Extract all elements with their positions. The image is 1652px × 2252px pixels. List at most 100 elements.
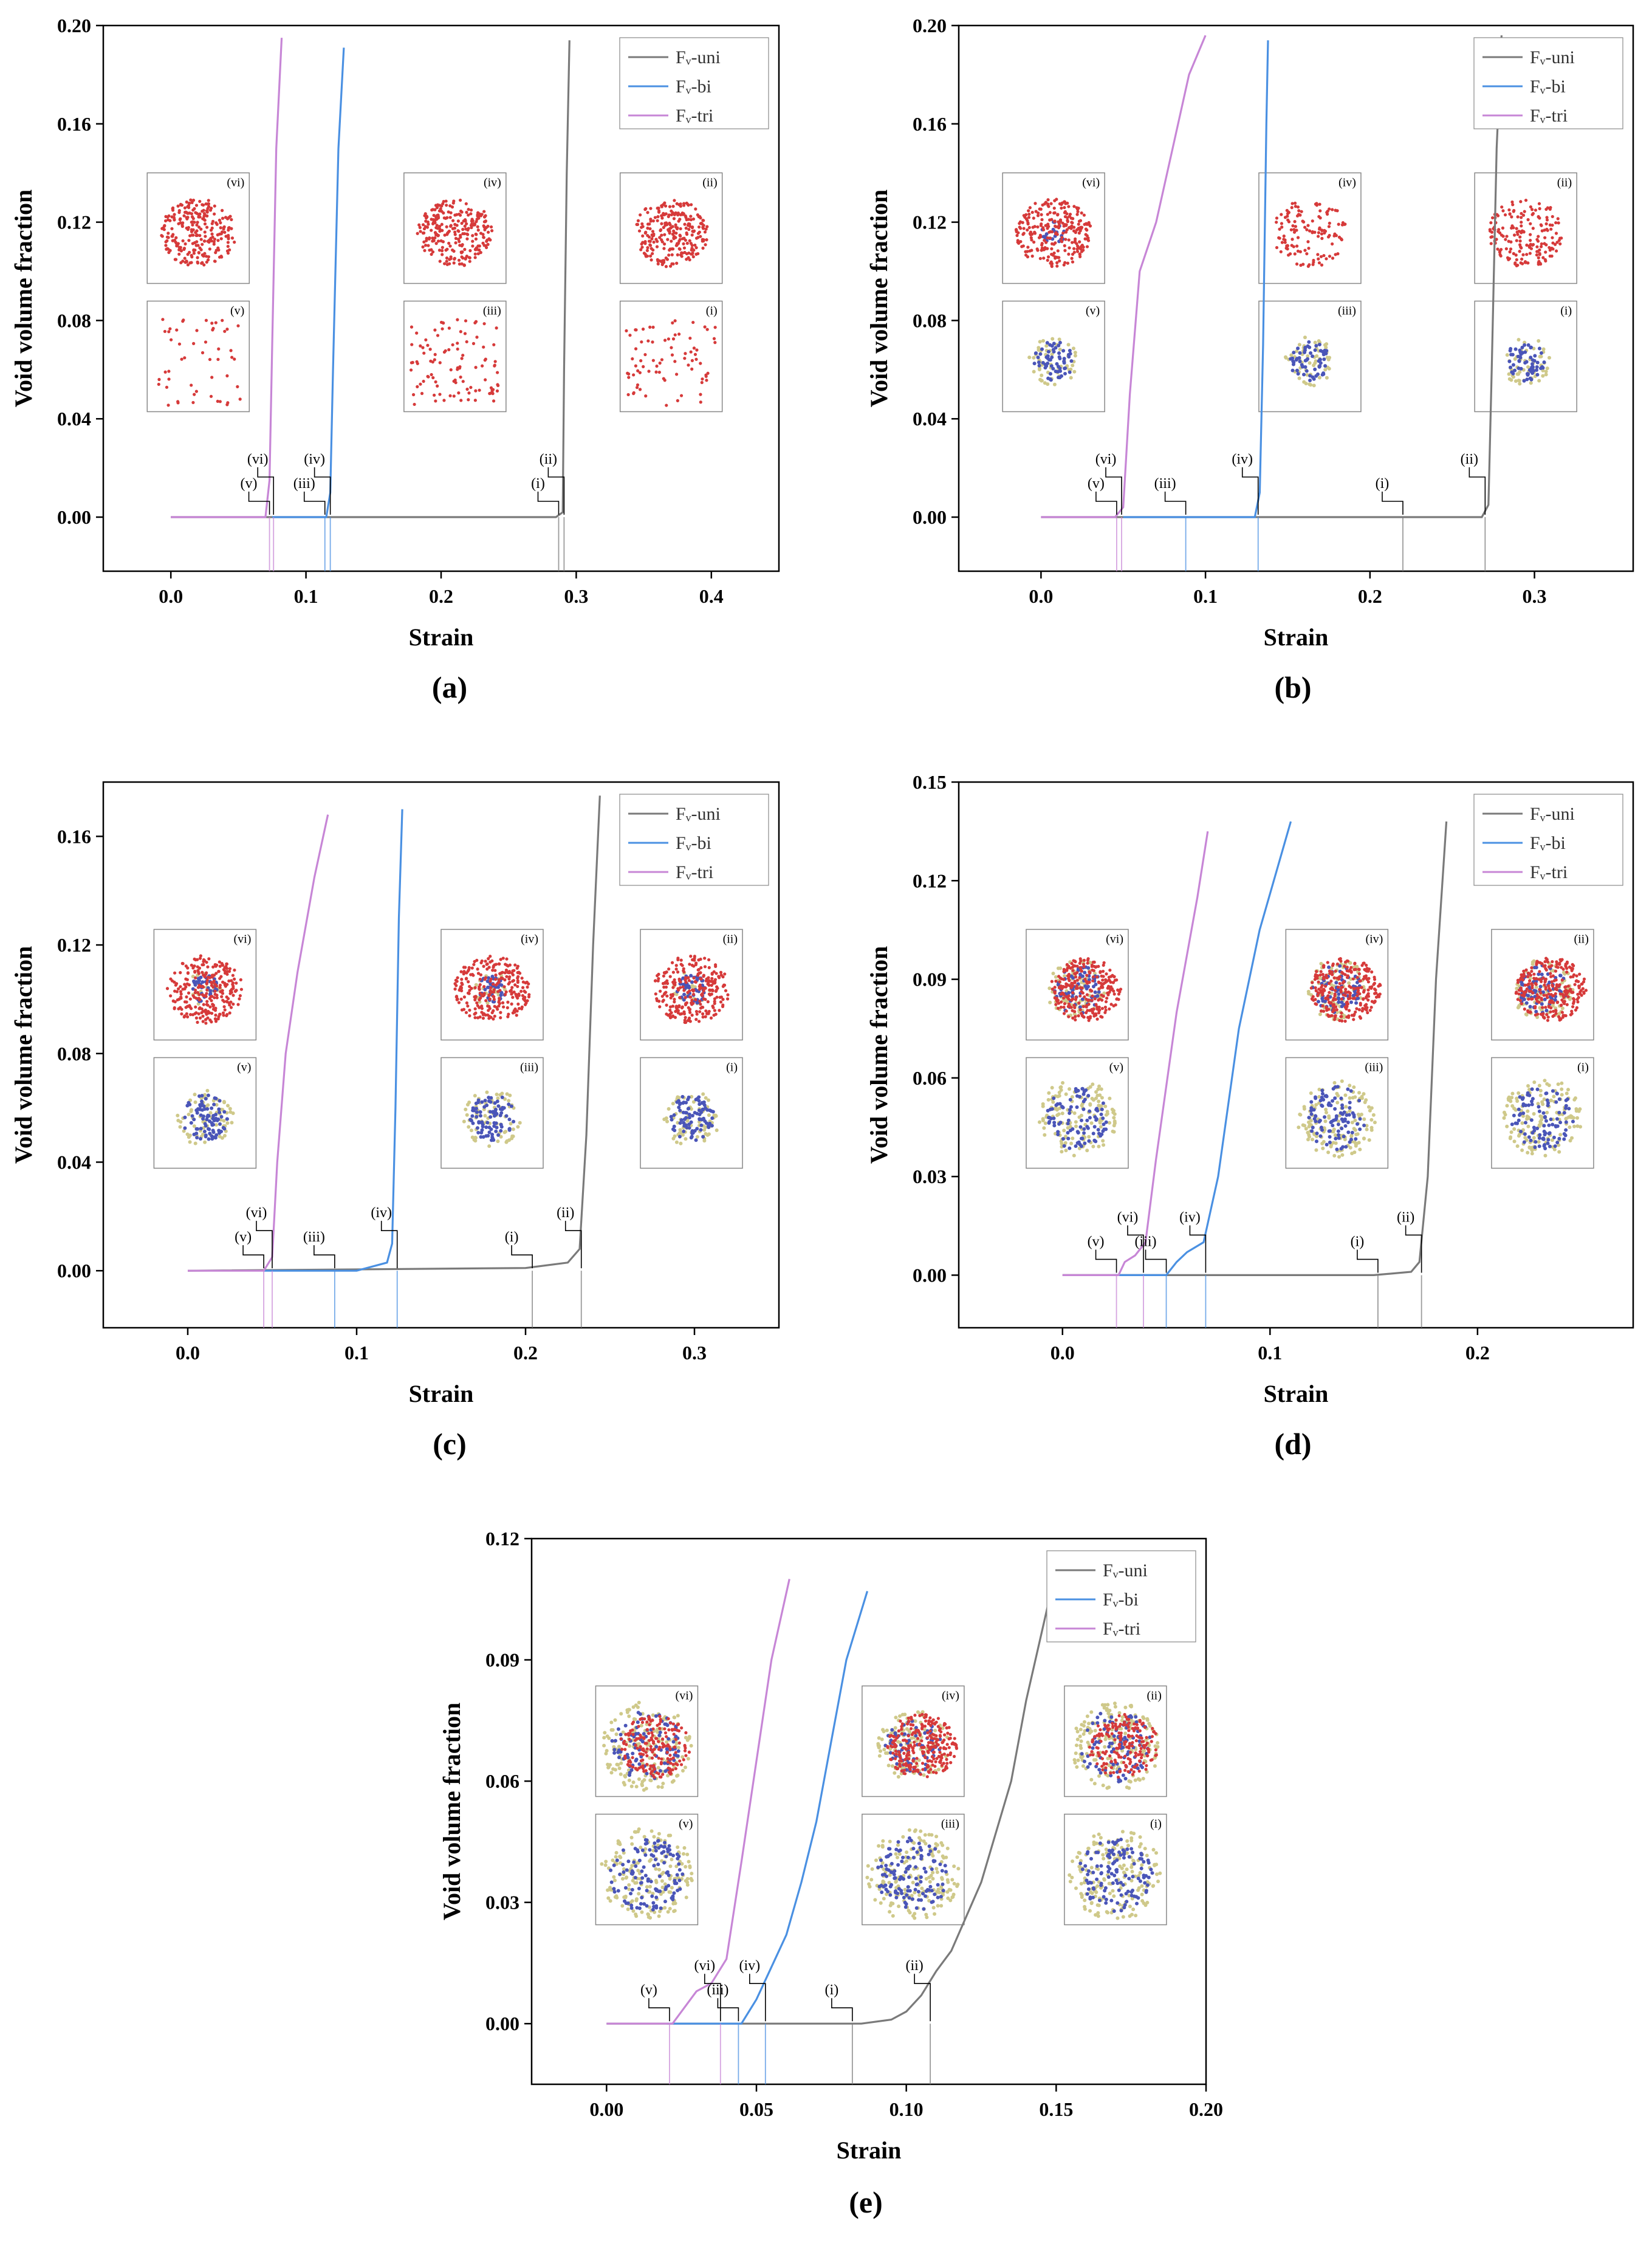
- atom-dot: [1294, 202, 1297, 205]
- atom-dot: [519, 990, 523, 993]
- atom-dot: [467, 1125, 470, 1128]
- atom-dot: [1053, 383, 1057, 386]
- atom-dot: [1547, 356, 1551, 360]
- atom-dot: [1545, 216, 1548, 219]
- atom-dot: [676, 970, 679, 973]
- atom-dot: [1095, 975, 1098, 978]
- marker-leader: [314, 1245, 335, 1268]
- atom-dot: [214, 1097, 218, 1100]
- atom-dot: [1367, 992, 1370, 995]
- atom-dot: [196, 221, 199, 224]
- x-tick-label: 0.4: [699, 585, 724, 607]
- atom-dot: [675, 967, 678, 970]
- atom-dot: [477, 228, 480, 232]
- atom-dot: [702, 989, 705, 992]
- atom-dot: [677, 1099, 680, 1103]
- atom-dot: [1046, 213, 1049, 216]
- atom-dot: [476, 1126, 479, 1130]
- atom-dot: [626, 372, 629, 375]
- atom-dot: [1353, 962, 1356, 965]
- atom-dot: [183, 257, 187, 260]
- atom-dot: [1549, 975, 1552, 978]
- atom-dot: [461, 357, 464, 360]
- atom-dot: [201, 351, 204, 354]
- atom-dot: [1294, 205, 1297, 208]
- atom-dot: [670, 239, 673, 242]
- atom-dot: [197, 972, 201, 975]
- atom-dot: [1028, 226, 1031, 229]
- atom-dot: [1555, 965, 1558, 968]
- atom-dot: [690, 368, 693, 371]
- inset-label: (vi): [1082, 176, 1100, 189]
- atom-dot: [210, 1107, 213, 1110]
- atom-dot: [427, 244, 430, 247]
- atom-dot: [663, 233, 666, 236]
- atom-dot: [211, 222, 214, 225]
- atom-dot: [474, 256, 477, 259]
- atom-dot: [459, 376, 462, 379]
- atom-dot: [193, 393, 196, 396]
- atom-dot: [216, 1117, 220, 1121]
- atom-dot: [1500, 205, 1503, 208]
- atom-dot: [1057, 351, 1061, 355]
- atom-dot: [1342, 972, 1345, 975]
- atom-dot: [1354, 1001, 1358, 1005]
- atom-dot: [416, 385, 419, 388]
- atom-dot: [475, 220, 478, 223]
- atom-dot: [695, 348, 698, 351]
- atom-dot: [461, 232, 464, 235]
- atom-dot: [1075, 996, 1078, 999]
- atom-dot: [692, 255, 695, 258]
- atom-dot: [201, 963, 204, 966]
- atom-dot: [1368, 986, 1371, 989]
- atom-dot: [1537, 216, 1540, 219]
- atom-dot: [1342, 981, 1345, 984]
- atom-dot: [1538, 988, 1541, 991]
- atom-dot: [1373, 992, 1376, 995]
- atom-dot: [1075, 986, 1078, 989]
- atom-dot: [640, 226, 643, 229]
- atom-dot: [1063, 261, 1066, 264]
- atom-dot: [481, 365, 484, 368]
- atom-dot: [515, 1014, 518, 1017]
- atom-dot: [1303, 249, 1306, 252]
- inset-snapshot-vi: (vi): [1026, 929, 1128, 1040]
- atom-dot: [648, 235, 651, 238]
- atom-dot: [665, 994, 668, 997]
- atom-dot: [221, 989, 224, 992]
- atom-dot: [652, 219, 655, 222]
- atom-dot: [662, 975, 665, 978]
- atom-dot: [499, 958, 502, 961]
- atom-dot: [191, 201, 194, 204]
- atom-dot: [697, 1108, 701, 1112]
- atom-dot: [1337, 986, 1340, 989]
- atom-dot: [671, 321, 674, 324]
- atom-dot: [701, 1101, 704, 1105]
- atom-dot: [510, 992, 513, 995]
- atom-dot: [161, 235, 164, 238]
- atom-dot: [1352, 987, 1356, 990]
- atom-dot: [492, 1121, 496, 1125]
- atom-dot: [219, 975, 222, 978]
- atom-dot: [225, 1117, 229, 1121]
- atom-dot: [683, 246, 686, 249]
- atom-dot: [480, 1100, 484, 1104]
- atom-dot: [467, 992, 470, 995]
- atom-dot: [1300, 210, 1303, 213]
- atom-dot: [671, 211, 674, 215]
- atom-dot: [651, 249, 654, 252]
- atom-dot: [1340, 1011, 1343, 1014]
- atom-dot: [430, 373, 433, 376]
- atom-dot: [1050, 230, 1054, 233]
- atom-dot: [227, 245, 230, 248]
- atom-dot: [1332, 998, 1335, 1001]
- atom-dot: [1509, 247, 1512, 250]
- atom-dot: [1106, 992, 1109, 995]
- atom-dot: [688, 963, 691, 966]
- atom-dot: [1527, 998, 1530, 1001]
- atom-dot: [521, 994, 524, 997]
- atom-dot: [196, 256, 199, 259]
- marker-leader: [243, 1245, 264, 1268]
- atom-dot: [1040, 213, 1043, 216]
- atom-dot: [1317, 991, 1320, 994]
